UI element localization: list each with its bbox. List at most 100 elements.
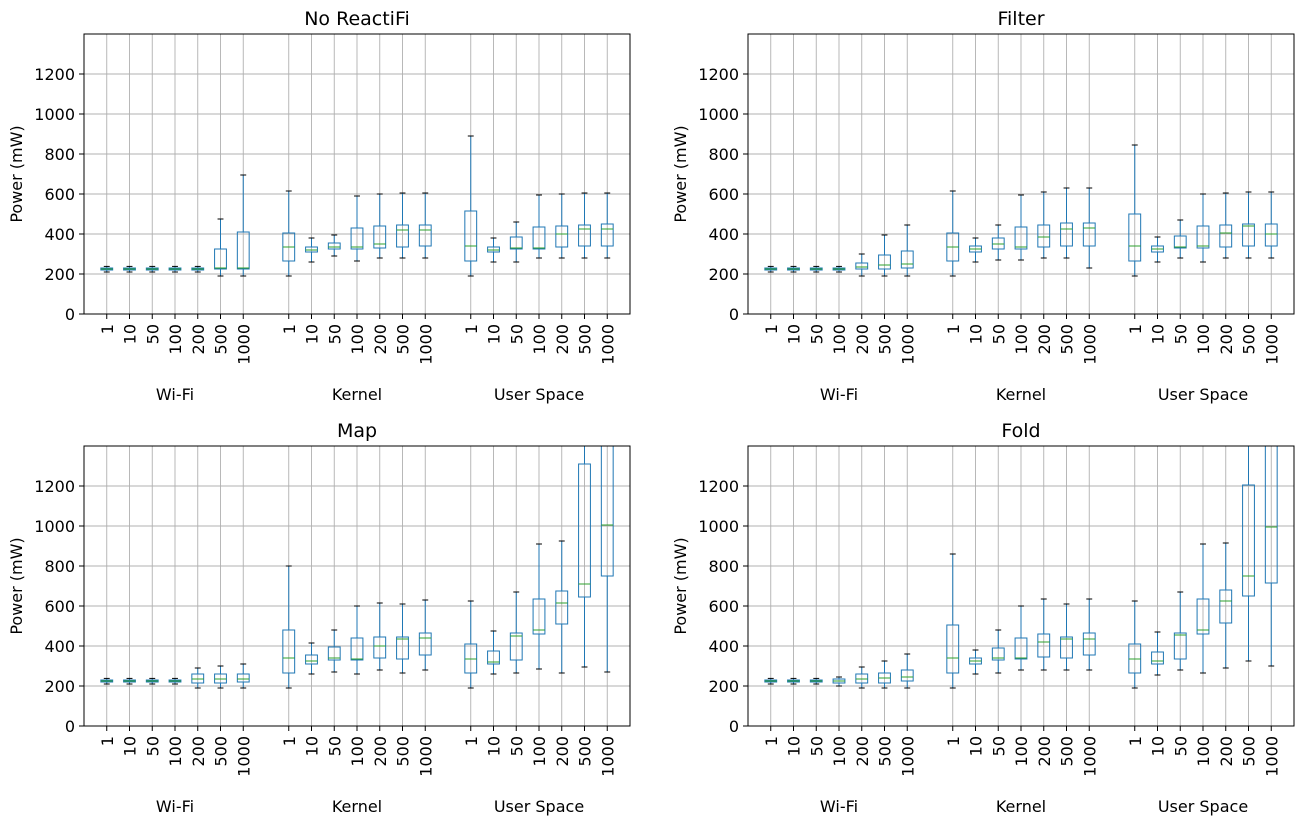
box-Wi-Fi-500 — [214, 218, 227, 277]
box-User Space-10 — [487, 237, 500, 263]
y-tick-label: 1000 — [698, 105, 739, 124]
x-tick-label: 1000 — [1080, 736, 1099, 777]
box-Kernel-100 — [1014, 194, 1028, 261]
box-Wi-Fi-10 — [123, 677, 136, 685]
box-iqr — [1219, 589, 1233, 624]
x-tick-label: 500 — [576, 324, 595, 355]
plot-frame — [747, 445, 1295, 727]
x-tick-label: 500 — [576, 736, 595, 767]
y-tick-label: 1000 — [34, 517, 75, 536]
box-Kernel-50 — [991, 629, 1005, 674]
box-Wi-Fi-500 — [214, 665, 227, 689]
y-tick-label: 200 — [708, 677, 739, 696]
box-User Space-10 — [1151, 236, 1164, 263]
x-tick-label: 500 — [1240, 324, 1259, 355]
box-iqr — [532, 598, 546, 635]
box-Wi-Fi-500 — [878, 234, 891, 277]
box-User Space-200 — [1219, 542, 1233, 669]
y-tick-label: 1200 — [698, 65, 739, 84]
box-iqr — [878, 254, 891, 270]
x-tick-label: 500 — [876, 736, 895, 767]
box-Wi-Fi-100 — [168, 677, 182, 685]
x-tick-label: 1000 — [898, 736, 917, 777]
box-Wi-Fi-1000 — [900, 653, 914, 689]
x-tick-label: 10 — [485, 736, 504, 756]
x-tick-label: 100 — [166, 736, 185, 767]
box-User Space-50 — [1173, 219, 1187, 259]
x-tick-label: 100 — [1012, 324, 1031, 355]
box-Kernel-500 — [1060, 187, 1073, 259]
x-tick-label: 1000 — [598, 736, 617, 777]
box-User Space-1000 — [1264, 191, 1278, 259]
x-tick-label: 1 — [280, 324, 299, 334]
y-tick-label: 800 — [44, 557, 75, 576]
plot-frame — [83, 445, 631, 727]
box-Kernel-10 — [305, 642, 318, 675]
x-tick-label: 1000 — [898, 324, 917, 365]
x-tick-label: 500 — [1240, 736, 1259, 767]
group-label: Wi-Fi — [156, 797, 194, 816]
box-Wi-Fi-200 — [191, 667, 205, 689]
box-Wi-Fi-100 — [832, 676, 846, 687]
x-tick-label: 50 — [325, 324, 344, 344]
box-iqr — [350, 227, 364, 250]
x-tick-label: 50 — [507, 736, 526, 756]
box-iqr — [464, 210, 478, 262]
box-Kernel-10 — [969, 237, 982, 263]
box-Wi-Fi-500 — [878, 660, 891, 689]
box-Kernel-1 — [282, 190, 296, 277]
x-tick-label: 1000 — [598, 324, 617, 365]
box-iqr — [1196, 225, 1210, 249]
x-tick-label: 200 — [553, 736, 572, 767]
box-iqr — [396, 224, 409, 248]
box-User Space-500 — [1242, 191, 1255, 259]
x-tick-label: 1000 — [1262, 324, 1281, 365]
box-iqr — [282, 629, 296, 674]
box-iqr — [1060, 636, 1073, 659]
x-tick-label: 100 — [1194, 324, 1213, 355]
box-Wi-Fi-1000 — [236, 663, 250, 689]
y-tick-label: 0 — [729, 305, 739, 324]
x-tick-label: 200 — [553, 324, 572, 355]
x-tick-label: 1000 — [234, 324, 253, 365]
box-User Space-100 — [1196, 543, 1210, 674]
box-Kernel-200 — [1037, 191, 1051, 259]
box-iqr — [236, 231, 250, 270]
box-User Space-1 — [464, 600, 478, 689]
x-tick-label: 1000 — [1262, 736, 1281, 777]
y-tick-label: 0 — [729, 717, 739, 736]
x-tick-label: 500 — [394, 736, 413, 767]
box-Wi-Fi-50 — [145, 677, 159, 685]
box-Kernel-200 — [373, 193, 387, 259]
box-iqr — [1037, 633, 1051, 658]
x-tick-label: 500 — [212, 324, 231, 355]
y-tick-label: 1000 — [698, 517, 739, 536]
box-Kernel-100 — [350, 605, 364, 675]
x-tick-label: 200 — [1035, 324, 1054, 355]
x-tick-label: 500 — [1058, 736, 1077, 767]
box-iqr — [532, 226, 546, 250]
box-Wi-Fi-10 — [787, 677, 800, 685]
x-tick-label: 100 — [830, 324, 849, 355]
box-iqr — [1082, 222, 1096, 247]
box-iqr — [1173, 235, 1187, 249]
box-Kernel-50 — [991, 224, 1005, 261]
group-label: Wi-Fi — [156, 385, 194, 404]
group-label: User Space — [1158, 797, 1248, 816]
group-label: User Space — [494, 385, 584, 404]
box-iqr — [555, 590, 569, 625]
box-iqr — [1264, 223, 1278, 247]
box-Kernel-1 — [946, 190, 960, 277]
y-tick-label: 400 — [708, 225, 739, 244]
y-tick-label: 600 — [44, 185, 75, 204]
box-User Space-50 — [509, 221, 523, 263]
x-tick-label: 100 — [348, 324, 367, 355]
box-Kernel-500 — [396, 603, 409, 674]
box-Wi-Fi-50 — [809, 677, 823, 685]
x-tick-label: 100 — [530, 736, 549, 767]
box-iqr — [1151, 651, 1164, 665]
box-iqr — [900, 250, 914, 269]
box-iqr — [1219, 224, 1233, 248]
x-tick-label: 1000 — [1080, 324, 1099, 365]
